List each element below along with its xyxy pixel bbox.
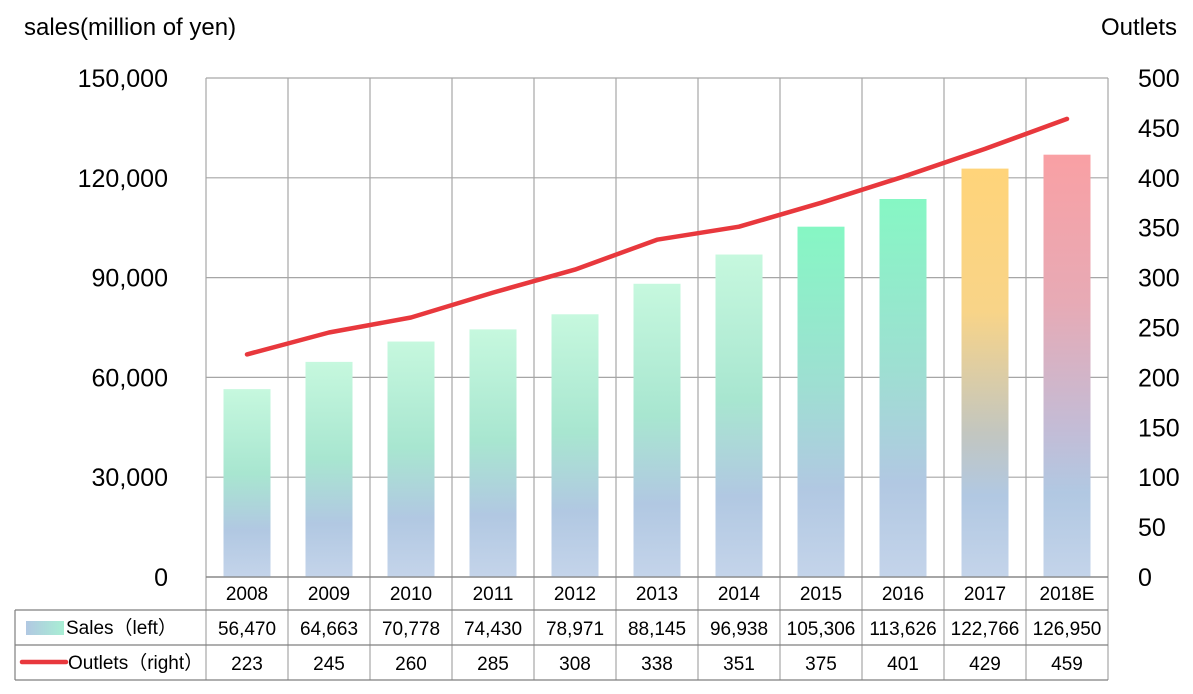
sales-bar [305, 361, 353, 577]
left-axis-title: sales(million of yen) [24, 14, 237, 41]
outlets-value-label: 245 [313, 654, 345, 675]
sales-bar [223, 389, 271, 577]
data-table: 2008 2009 2010 2011 2012 2013 2014 2015 2016 2017… [14, 576, 1108, 681]
left-tick-label: 30,000 [92, 464, 168, 492]
left-tick-label: 120,000 [78, 165, 168, 193]
right-tick-label: 400 [1138, 165, 1180, 193]
category-label: 2009 [308, 584, 350, 605]
outlets-value-label: 459 [1051, 654, 1083, 675]
outlets-line [244, 116, 1070, 357]
outlets-value-label: 285 [477, 654, 509, 675]
category-label: 2011 [473, 584, 514, 605]
sales-value-label: 122,766 [951, 619, 1020, 640]
right-tick-label: 500 [1138, 65, 1180, 93]
category-label: 2015 [800, 584, 842, 605]
sales-bar [633, 283, 681, 577]
sales-bar [879, 199, 927, 577]
outlets-legend-label: Outlets（right） [68, 652, 203, 674]
outlets-value-label: 260 [395, 654, 427, 675]
outlets-line [244, 116, 1070, 357]
sales-value-label: 105,306 [787, 619, 856, 640]
outlets-value-label: 223 [231, 654, 263, 675]
category-label: 2012 [554, 584, 596, 605]
category-label: 2010 [390, 584, 432, 605]
grid-lines [205, 77, 1109, 680]
left-tick-label: 150,000 [78, 65, 168, 93]
category-label: 2017 [964, 584, 1006, 605]
sales-value-label: 126,950 [1033, 619, 1102, 640]
right-tick-label: 150 [1138, 414, 1180, 442]
category-label: 2016 [882, 584, 924, 605]
sales-bar [715, 254, 763, 577]
sales-bar [1043, 154, 1091, 577]
sales-value-label: 64,663 [300, 619, 358, 640]
sales-value-label: 88,145 [628, 619, 686, 640]
outlets-value-label: 308 [559, 654, 591, 675]
right-tick-label: 0 [1138, 564, 1152, 592]
outlets-value-label: 429 [969, 654, 1001, 675]
category-label: 2008 [226, 584, 268, 605]
sales-bar [797, 226, 845, 577]
sales-value-label: 113,626 [869, 619, 936, 640]
sales-bar [469, 329, 517, 577]
sales-legend-swatch [26, 621, 64, 635]
category-label: 2014 [718, 584, 761, 605]
left-tick-label: 60,000 [92, 364, 168, 392]
sales-value-label: 56,470 [218, 619, 276, 640]
right-tick-label: 350 [1138, 215, 1180, 243]
sales-value-label: 74,430 [464, 619, 522, 640]
sales-value-label: 70,778 [382, 619, 440, 640]
right-tick-label: 50 [1138, 514, 1166, 542]
bars [223, 154, 1091, 577]
right-tick-label: 450 [1138, 115, 1180, 143]
outlets-value-label: 401 [887, 654, 919, 675]
outlets-value-label: 351 [723, 654, 755, 675]
right-tick-label: 200 [1138, 364, 1180, 392]
sales-legend-label: Sales（left） [66, 617, 177, 639]
left-tick-label: 0 [154, 564, 168, 592]
right-tick-label: 100 [1138, 464, 1180, 492]
axes: 0 30,000 60,000 90,000 120,000 150,000 0 50 100 1… [78, 65, 1180, 592]
sales-bar [387, 341, 435, 577]
sales-bar [961, 168, 1009, 577]
right-tick-label: 300 [1138, 265, 1180, 293]
category-label: 2013 [636, 584, 678, 605]
right-tick-label: 250 [1138, 315, 1180, 343]
right-axis-title: Outlets [1100, 14, 1177, 41]
left-tick-label: 90,000 [92, 265, 168, 293]
category-label: 2018E [1040, 584, 1095, 605]
outlets-value-label: 375 [805, 654, 837, 675]
sales-value-label: 78,971 [546, 619, 604, 640]
sales-bar [551, 314, 599, 577]
sales-value-label: 96,938 [710, 619, 768, 640]
outlets-value-label: 338 [641, 654, 673, 675]
